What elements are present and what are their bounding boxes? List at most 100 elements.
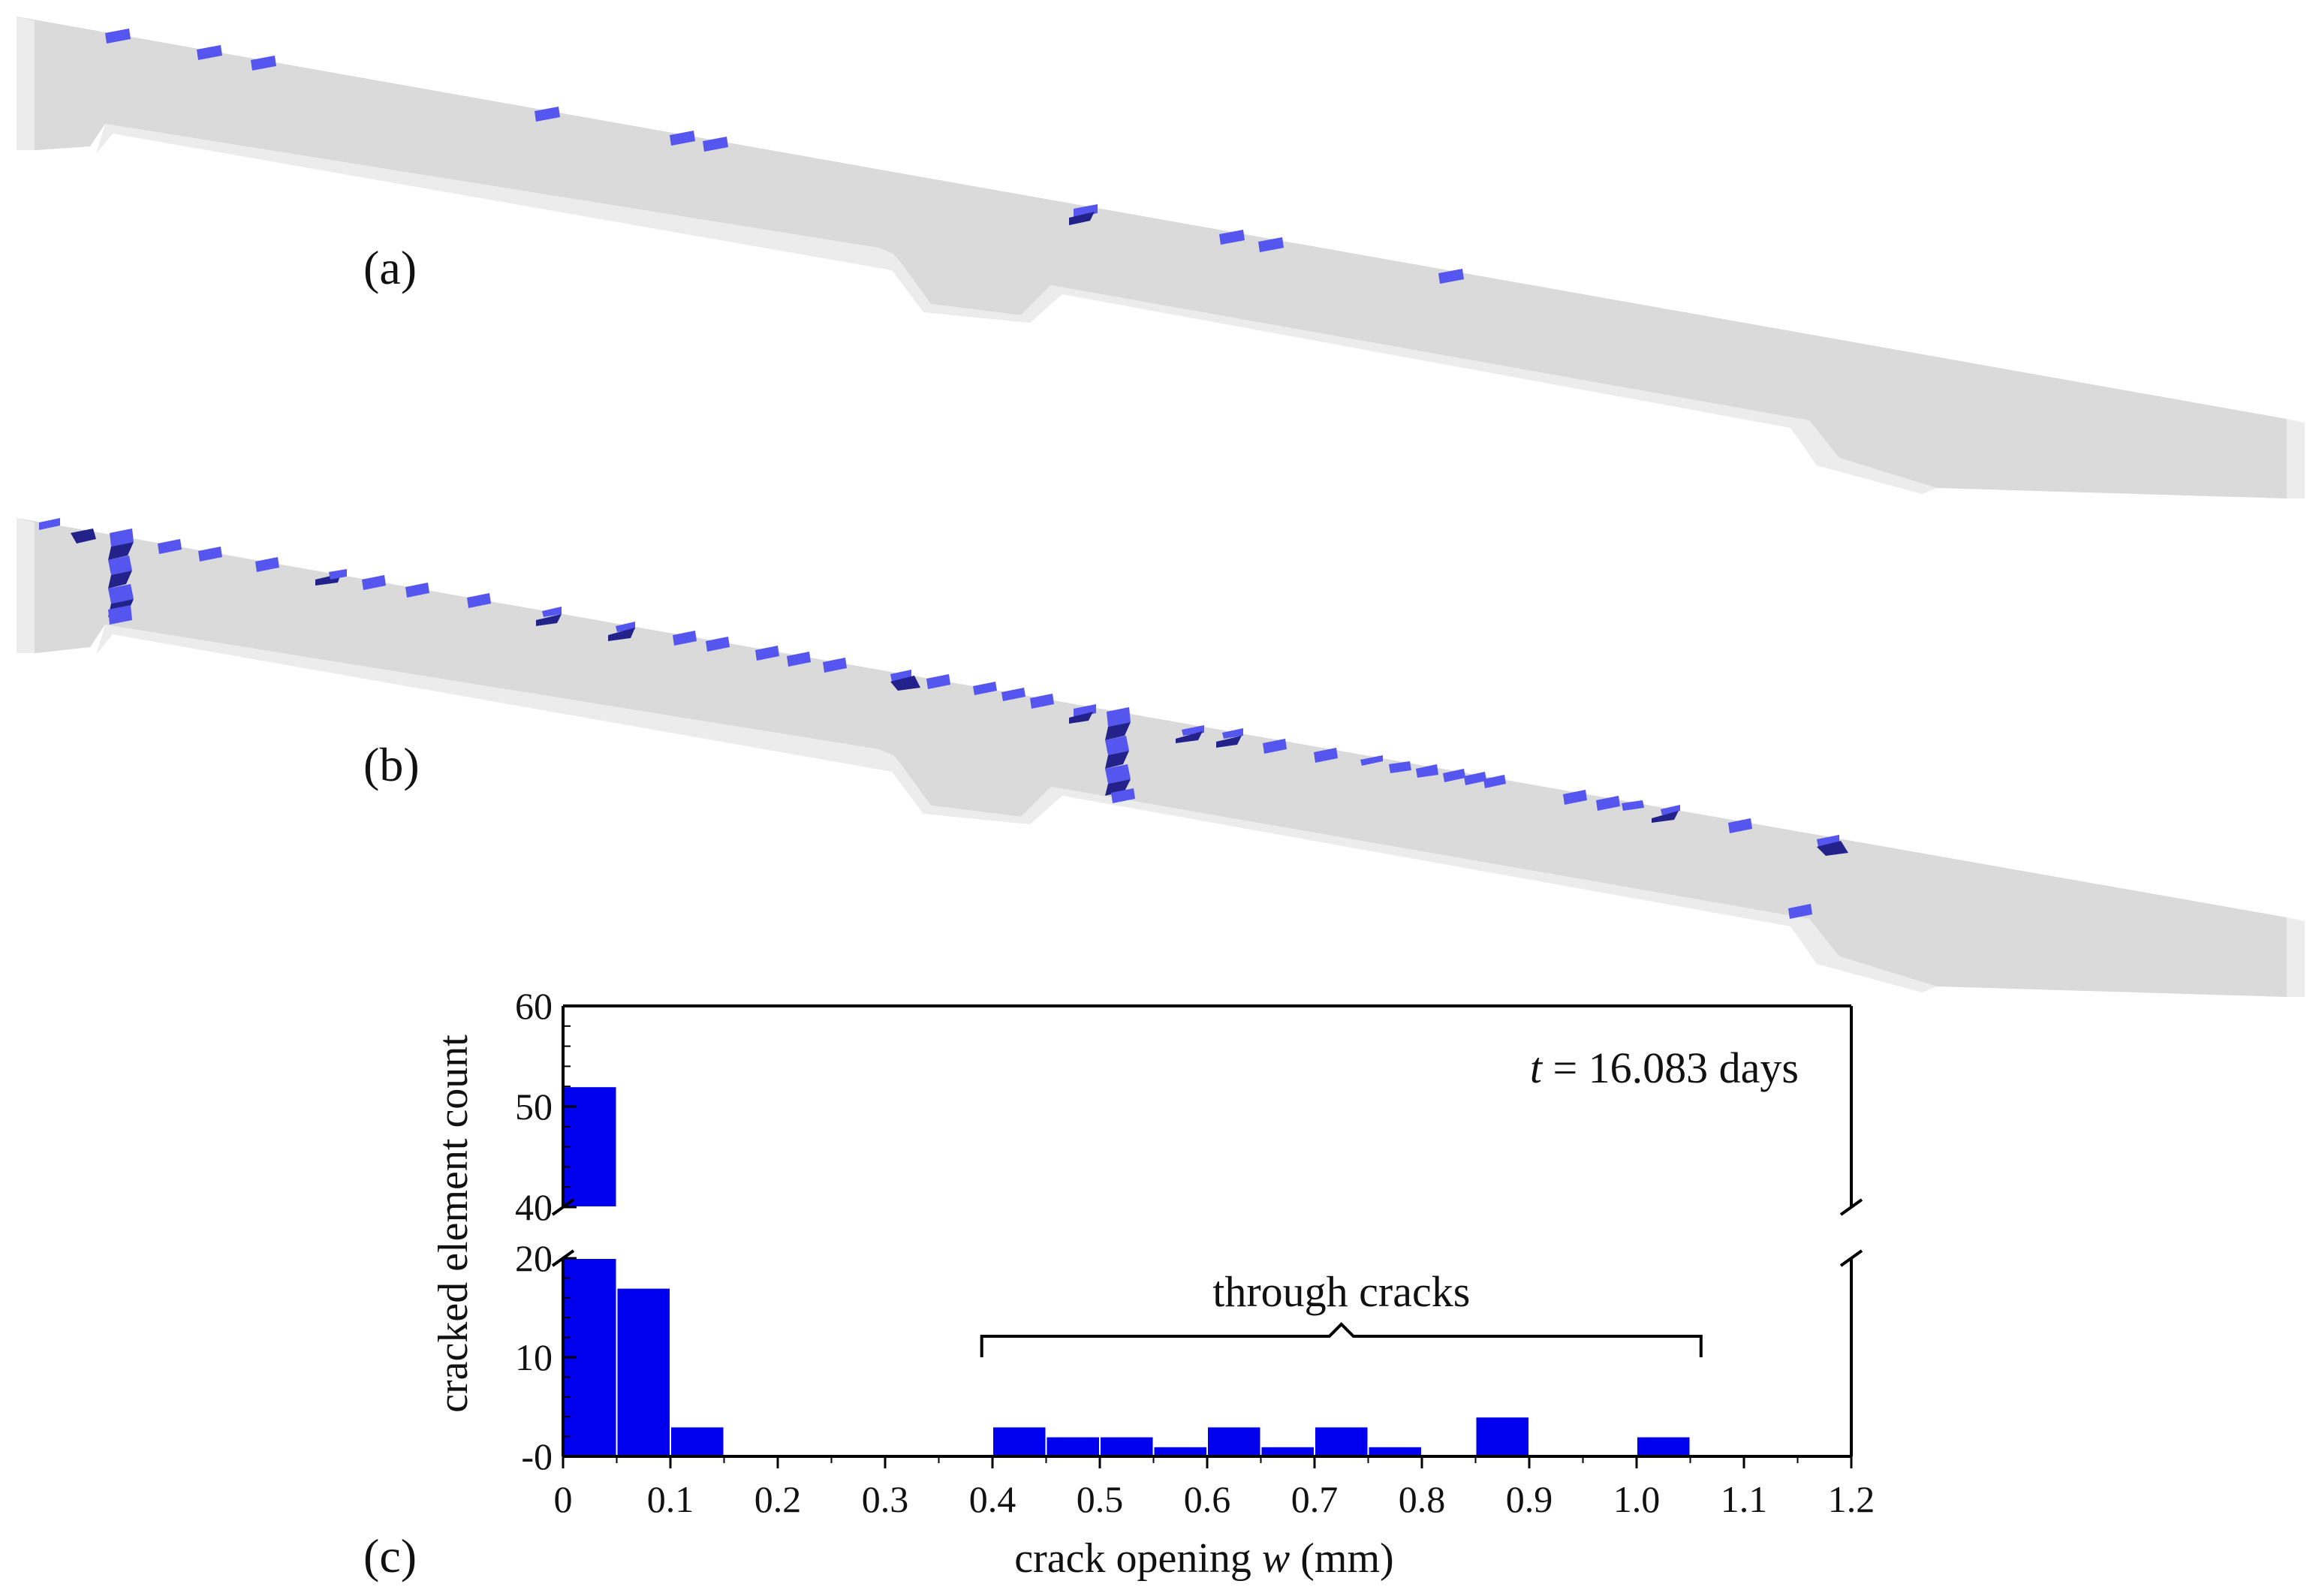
beam-model-a: (a) <box>17 17 2305 498</box>
crack-b <box>1263 739 1287 754</box>
crack-b <box>1563 790 1587 805</box>
x-tick-label: 0.6 <box>1184 1478 1231 1520</box>
panel-label-a: (a) <box>363 241 417 294</box>
x-tick-label: 0.9 <box>1506 1478 1553 1520</box>
x-axis-ticks: 0 0.1 0.2 0.3 0.4 0.5 0.6 0.7 0.8 0.9 1.0 1.1 1.2 <box>554 1456 1875 1520</box>
cracks-b <box>39 518 1848 919</box>
crack-b <box>71 528 96 544</box>
x-tick-label: 1.1 <box>1721 1478 1768 1520</box>
panel-label-b: (b) <box>363 738 420 791</box>
through-cracks-bracket <box>980 1322 1703 1357</box>
beam-body-b <box>17 518 2287 997</box>
y-tick-label: 60 <box>515 985 553 1027</box>
histogram-bar <box>1636 1435 1691 1457</box>
crack-b <box>1661 805 1680 815</box>
crack-b <box>158 539 182 554</box>
beam-model-b: (b) <box>17 518 2305 997</box>
crack-b <box>823 658 847 673</box>
crack-a <box>1438 269 1464 284</box>
crack-b <box>1389 761 1411 773</box>
beam-end-left-a <box>17 17 35 150</box>
crack-b <box>608 628 635 641</box>
crack-b <box>1360 755 1383 766</box>
crack-b <box>108 571 132 589</box>
beam-end-right-a <box>2287 419 2305 498</box>
crack-b <box>973 682 997 695</box>
x-tick-label: 0.2 <box>754 1478 802 1520</box>
crack-b <box>542 607 562 617</box>
crack-b <box>1483 775 1506 788</box>
crack-b <box>1222 728 1243 739</box>
beam-body-a <box>17 17 2287 498</box>
x-axis-label-suffix: (mm) <box>1290 1535 1393 1582</box>
crack-b <box>1443 769 1465 782</box>
crack-b <box>787 652 811 667</box>
crack-a <box>105 29 131 44</box>
crack-b <box>890 676 920 691</box>
histogram-bar <box>1099 1435 1155 1457</box>
crack-b <box>1030 694 1054 709</box>
crack-a <box>251 56 276 71</box>
y-axis-label: cracked element count <box>430 1034 477 1413</box>
x-tick-label: 0.4 <box>969 1478 1016 1520</box>
through-crack-center <box>1105 707 1135 803</box>
crack-b <box>108 605 132 625</box>
crack-b <box>1111 788 1135 803</box>
crack-b <box>1105 722 1131 740</box>
beam-end-right-b <box>2287 917 2305 997</box>
histogram-bar <box>992 1426 1047 1458</box>
crack-b <box>1416 764 1438 778</box>
axis-break-mark <box>1839 1198 1863 1216</box>
histogram-bar-upper-part <box>562 1086 618 1208</box>
histogram-bar <box>616 1287 671 1457</box>
through-cracks-label: through cracks <box>1212 1267 1470 1316</box>
histogram-bar <box>1045 1435 1101 1457</box>
crack-b <box>255 557 279 572</box>
crack-b <box>1788 904 1812 919</box>
crack-b <box>110 528 134 547</box>
time-annotation-var: t <box>1530 1043 1544 1092</box>
crack-b <box>1596 796 1620 811</box>
crack-b <box>108 584 134 604</box>
crack-b <box>198 547 222 562</box>
crack-b <box>1107 707 1131 727</box>
x-tick-label: 0.3 <box>862 1478 909 1520</box>
x-tick-label: 1.0 <box>1613 1478 1661 1520</box>
crack-b <box>1728 818 1752 833</box>
x-axis-label-prefix: crack opening <box>1014 1535 1262 1582</box>
crack-b <box>1622 800 1644 811</box>
x-tick-label: 0 <box>554 1478 573 1520</box>
crack-b <box>39 518 60 530</box>
beam-end-left-b <box>17 518 35 653</box>
y-axis-ticks: -0 10 20 40 50 60 <box>515 985 577 1477</box>
crack-b <box>108 542 134 560</box>
beam-lower-edge-a <box>96 124 1937 494</box>
y-tick-label: -0 <box>521 1435 553 1477</box>
histogram-bars <box>562 1086 1691 1458</box>
x-axis-label: crack opening w (mm) <box>1014 1535 1393 1582</box>
beam-lower-edge-b <box>96 625 1937 992</box>
crack-b <box>1216 736 1242 748</box>
crack-b <box>1069 712 1093 724</box>
x-tick-label: 0.1 <box>647 1478 694 1520</box>
crack-b <box>329 569 347 580</box>
crack-b <box>108 556 132 575</box>
crack-a <box>535 107 560 122</box>
crack-b <box>1176 731 1203 743</box>
crack-b <box>1464 772 1486 785</box>
panel-label-c: (c) <box>363 1529 417 1582</box>
crack-b <box>1105 751 1129 769</box>
crack-b <box>1105 764 1131 784</box>
x-axis-label-var: w <box>1262 1535 1290 1582</box>
crack-b <box>1105 736 1129 755</box>
cracks-a <box>105 29 1464 284</box>
histogram-bar <box>1474 1416 1530 1457</box>
histogram-bar <box>1206 1426 1262 1458</box>
crack-a <box>670 131 695 146</box>
crack-a <box>1258 237 1284 252</box>
y-tick-label: 40 <box>515 1186 553 1228</box>
crack-a <box>1219 230 1245 245</box>
x-tick-label: 0.7 <box>1291 1478 1339 1520</box>
crack-b <box>926 674 950 689</box>
